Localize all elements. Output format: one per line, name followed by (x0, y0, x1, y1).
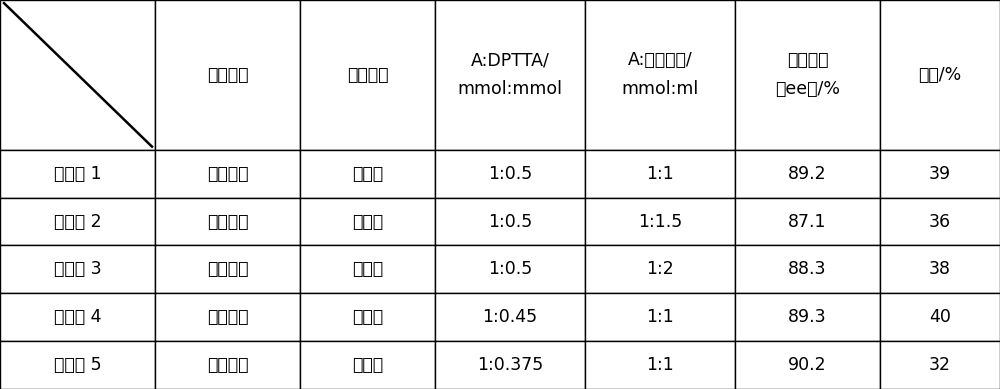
Text: 静置拆分: 静置拆分 (207, 260, 248, 279)
Text: 实施例 5: 实施例 5 (54, 356, 101, 374)
Bar (435, 341, 585, 389)
Text: 88.3: 88.3 (788, 260, 827, 279)
Bar (735, 150, 880, 198)
Text: 实施例 3: 实施例 3 (54, 260, 101, 279)
Text: 1:0.5: 1:0.5 (488, 260, 532, 279)
Bar (585, 341, 735, 389)
Text: 1:0.5: 1:0.5 (488, 212, 532, 231)
Text: 1:1.5: 1:1.5 (638, 212, 682, 231)
Bar (435, 293, 585, 341)
Text: 1:1: 1:1 (646, 308, 674, 326)
Text: 静置拆分: 静置拆分 (207, 308, 248, 326)
Bar (585, 198, 735, 245)
Text: 实施例 2: 实施例 2 (54, 212, 101, 231)
Text: 1:0.5: 1:0.5 (488, 165, 532, 183)
Bar (880, 293, 1000, 341)
Bar (435, 0, 585, 150)
Bar (735, 245, 880, 293)
Text: 1:1: 1:1 (646, 165, 674, 183)
Text: 拆分溶剂: 拆分溶剂 (347, 66, 388, 84)
Bar (880, 245, 1000, 293)
Bar (735, 0, 880, 150)
Text: 38: 38 (929, 260, 951, 279)
Bar (435, 150, 585, 198)
Bar (585, 0, 735, 150)
Text: 异丙醇: 异丙醇 (352, 165, 383, 183)
Text: 静置拆分: 静置拆分 (207, 356, 248, 374)
Text: 89.2: 89.2 (788, 165, 827, 183)
Text: 87.1: 87.1 (788, 212, 827, 231)
Bar (435, 245, 585, 293)
Bar (300, 245, 435, 293)
Bar (155, 198, 300, 245)
Text: 收率/%: 收率/% (918, 66, 962, 84)
Text: 光学纯度
（ee）/%: 光学纯度 （ee）/% (775, 51, 840, 98)
Text: 1:0.45: 1:0.45 (482, 308, 538, 326)
Text: 90.2: 90.2 (788, 356, 827, 374)
Bar (155, 245, 300, 293)
Text: 实施例 4: 实施例 4 (54, 308, 101, 326)
Bar (0, 293, 155, 341)
Text: A:DPTTA/
mmol:mmol: A:DPTTA/ mmol:mmol (458, 51, 562, 98)
Bar (735, 198, 880, 245)
Bar (155, 150, 300, 198)
Bar (880, 0, 1000, 150)
Text: 异丙醇: 异丙醇 (352, 260, 383, 279)
Text: 异丙醇: 异丙醇 (352, 308, 383, 326)
Text: 异丙醇: 异丙醇 (352, 356, 383, 374)
Text: 32: 32 (929, 356, 951, 374)
Bar (585, 293, 735, 341)
Bar (155, 0, 300, 150)
Bar (300, 341, 435, 389)
Bar (735, 341, 880, 389)
Bar (300, 198, 435, 245)
Text: 36: 36 (929, 212, 951, 231)
Bar (0, 150, 155, 198)
Bar (155, 293, 300, 341)
Text: 1:1: 1:1 (646, 356, 674, 374)
Bar (0, 198, 155, 245)
Bar (735, 293, 880, 341)
Bar (0, 245, 155, 293)
Bar (300, 150, 435, 198)
Bar (0, 341, 155, 389)
Text: 39: 39 (929, 165, 951, 183)
Bar (585, 150, 735, 198)
Bar (880, 150, 1000, 198)
Text: 1:0.375: 1:0.375 (477, 356, 543, 374)
Bar (435, 198, 585, 245)
Text: 1:2: 1:2 (646, 260, 674, 279)
Bar (880, 198, 1000, 245)
Bar (585, 245, 735, 293)
Text: 89.3: 89.3 (788, 308, 827, 326)
Text: 拆分方式: 拆分方式 (207, 66, 248, 84)
Text: 实施例 1: 实施例 1 (54, 165, 101, 183)
Bar (880, 341, 1000, 389)
Text: 40: 40 (929, 308, 951, 326)
Bar (300, 0, 435, 150)
Text: A:拆分溶剂/
mmol:ml: A:拆分溶剂/ mmol:ml (621, 51, 699, 98)
Text: 静置拆分: 静置拆分 (207, 212, 248, 231)
Text: 异丙醇: 异丙醇 (352, 212, 383, 231)
Text: 静置拆分: 静置拆分 (207, 165, 248, 183)
Bar (0, 0, 155, 150)
Bar (300, 293, 435, 341)
Bar (155, 341, 300, 389)
